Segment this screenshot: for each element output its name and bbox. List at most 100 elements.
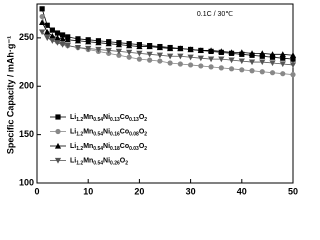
marker (167, 60, 173, 66)
marker (54, 157, 62, 164)
marker (167, 45, 174, 52)
marker (239, 67, 245, 73)
marker (156, 44, 163, 51)
marker (188, 62, 194, 68)
marker (280, 71, 286, 77)
marker (259, 50, 266, 56)
marker (95, 39, 102, 46)
marker (54, 40, 61, 46)
annotation: 0.1C / 30℃ (197, 11, 233, 18)
marker (269, 70, 276, 76)
marker (228, 57, 235, 64)
marker (249, 68, 255, 74)
marker (39, 6, 45, 12)
marker (49, 38, 56, 44)
marker (105, 40, 112, 47)
marker (156, 52, 163, 59)
marker (228, 49, 235, 55)
marker (269, 51, 276, 57)
legend-label: Li1.2Mn0.54Ni0.16Co0.08O2 (70, 128, 147, 137)
marker (177, 53, 184, 60)
marker (136, 56, 142, 62)
marker (55, 114, 61, 120)
marker (126, 54, 132, 60)
marker (207, 56, 215, 63)
marker (44, 35, 51, 41)
chart: 0.1C / 30℃ Specific Capacity / mAh·g⁻¹ 0… (5, 3, 298, 196)
marker (54, 34, 61, 41)
marker (64, 43, 71, 49)
marker (54, 142, 62, 149)
marker (126, 42, 133, 49)
marker (95, 46, 102, 53)
marker (157, 58, 163, 64)
marker (218, 56, 225, 63)
marker (136, 43, 143, 50)
marker (290, 56, 296, 62)
marker (59, 35, 66, 42)
marker (280, 55, 286, 61)
series-line (41, 22, 294, 56)
marker (198, 63, 204, 69)
marker (44, 22, 50, 28)
marker (187, 54, 194, 61)
y-tick-label: 200 (19, 81, 34, 91)
x-tick-label: 40 (237, 186, 247, 196)
marker (126, 49, 133, 56)
marker (146, 51, 153, 58)
marker (289, 52, 297, 58)
marker (55, 128, 61, 135)
marker (238, 58, 245, 65)
x-tick-label: 0 (34, 186, 39, 196)
marker (248, 50, 256, 56)
marker (207, 47, 215, 54)
marker (39, 13, 45, 20)
marker (279, 61, 286, 68)
marker (208, 64, 214, 70)
marker (54, 30, 61, 36)
marker (177, 45, 184, 52)
marker (269, 54, 276, 60)
y-tick-label: 100 (19, 177, 34, 187)
series-line (41, 16, 294, 76)
marker (279, 51, 286, 57)
marker (259, 53, 265, 59)
marker (177, 61, 183, 67)
marker (146, 43, 153, 50)
marker (64, 36, 71, 43)
marker (167, 53, 174, 60)
marker (60, 32, 66, 38)
marker (74, 44, 82, 51)
marker (197, 47, 204, 54)
marker (44, 28, 51, 35)
marker (290, 72, 296, 78)
marker (259, 69, 265, 75)
series-line (41, 8, 294, 60)
marker (115, 41, 123, 48)
marker (147, 57, 153, 63)
marker (49, 27, 55, 33)
x-tick-label: 20 (134, 186, 144, 196)
marker (39, 19, 46, 25)
marker (136, 50, 143, 57)
marker (115, 48, 123, 55)
marker (116, 52, 122, 58)
marker (39, 29, 46, 36)
marker (197, 55, 204, 62)
marker (269, 60, 276, 67)
marker (59, 42, 66, 48)
marker (85, 45, 92, 52)
marker (218, 48, 225, 55)
y-tick-label: 250 (19, 32, 34, 42)
x-tick-label: 30 (186, 186, 196, 196)
x-tick-label: 10 (83, 186, 93, 196)
y-axis-label: Specific Capacity / mAh·g⁻¹ (5, 36, 15, 154)
x-tick-label: 50 (288, 186, 298, 196)
legend-label: Li1.2Mn0.54Ni0.13Co0.13O2 (70, 114, 147, 123)
marker (218, 65, 224, 71)
y-tick-label: 150 (19, 129, 34, 139)
marker (238, 49, 245, 55)
marker (85, 38, 92, 45)
marker (105, 47, 112, 54)
marker (248, 59, 256, 66)
